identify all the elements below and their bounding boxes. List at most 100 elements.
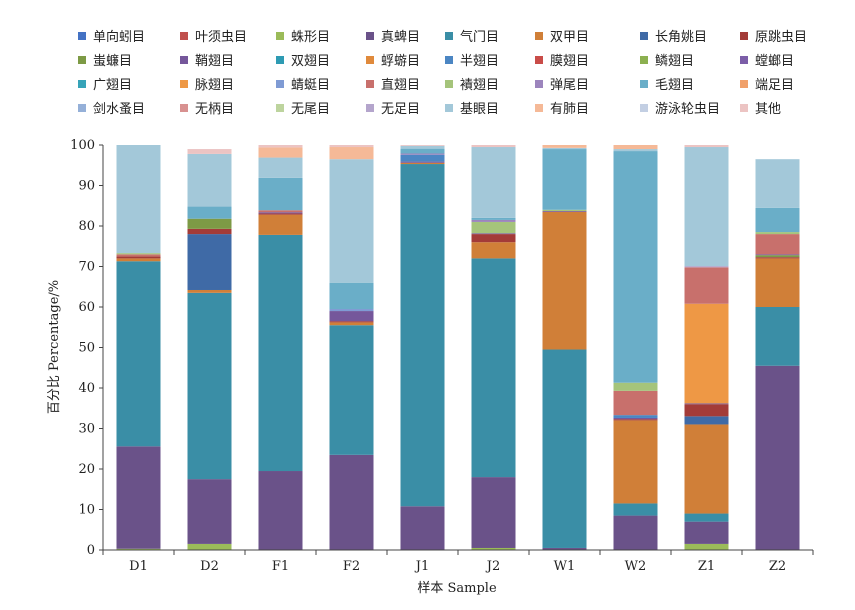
legend-label: 双甲目 (550, 30, 589, 45)
legend-swatch (78, 56, 86, 64)
y-tick-label: 70 (78, 260, 95, 275)
legend-label: 剑水蚤目 (93, 101, 145, 117)
bar-segment (258, 145, 303, 148)
bar-segment (613, 503, 658, 516)
y-tick-label: 0 (87, 543, 95, 558)
legend-label: 毛翅目 (655, 77, 694, 93)
bar-segment (684, 403, 729, 405)
x-tick-label: J2 (485, 559, 500, 574)
legend-label: 原跳虫目 (755, 30, 807, 45)
bar-segment (400, 145, 445, 149)
legend-item: 无尾目 (276, 102, 330, 117)
legend-label: 广翅目 (93, 77, 132, 93)
bar-segment (400, 154, 445, 162)
legend-swatch (740, 104, 748, 112)
legend-item: 鳞翅目 (640, 53, 694, 69)
legend-swatch (276, 104, 284, 112)
bar-segment (258, 212, 303, 214)
legend-swatch (445, 80, 453, 88)
legend-item: 毛翅目 (640, 77, 694, 93)
legend-label: 蛛形目 (291, 30, 330, 45)
legend-item: 气门目 (445, 29, 499, 45)
legend-label: 蜻蜓目 (291, 78, 330, 93)
bar-segment (187, 479, 232, 544)
bar-segment (613, 145, 658, 150)
legend-item: 有肺目 (535, 102, 589, 117)
bar-segment (684, 303, 729, 404)
legend-item: 脉翅目 (180, 77, 234, 93)
bar-segment (684, 147, 729, 267)
legend-swatch (78, 80, 86, 88)
bar-segment (755, 255, 800, 258)
legend-item: 单向蚓目 (78, 29, 145, 45)
bar-segment (471, 217, 516, 220)
y-tick-label: 100 (70, 138, 95, 153)
legend-label: 螳螂目 (755, 54, 794, 69)
bar-segment (755, 254, 800, 256)
bar-segment (684, 424, 729, 514)
legend-label: 单向蚓目 (93, 29, 145, 45)
bar-segment (187, 228, 232, 235)
bar-segment (471, 219, 516, 222)
y-tick-label: 10 (78, 503, 95, 518)
bar-segment (755, 365, 800, 550)
y-tick-label: 60 (78, 300, 95, 315)
bar-segment (684, 416, 729, 425)
bar-segment (329, 309, 374, 312)
bar-segment (755, 207, 800, 233)
bar-segment (187, 292, 232, 480)
legend-item: 游泳轮虫目 (640, 102, 720, 117)
bars-area (116, 145, 800, 550)
bar-segment (755, 234, 800, 255)
bar-segment (116, 254, 161, 257)
bar-segment (471, 234, 516, 243)
bar-segment (542, 145, 587, 148)
bar-segment (613, 515, 658, 550)
bar-segment (471, 233, 516, 235)
bar-segment (116, 446, 161, 549)
legend-label: 真蜱目 (381, 29, 420, 45)
legend-label: 基眼目 (460, 102, 499, 117)
x-tick-label: J1 (414, 559, 429, 574)
bar-segment (258, 177, 303, 211)
x-tick-label: Z2 (769, 559, 786, 574)
bar-segment (329, 159, 374, 283)
legend-label: 直翅目 (381, 77, 420, 93)
bar-segment (258, 471, 303, 550)
x-tick-label: D1 (129, 559, 148, 574)
legend-item: 剑水蚤目 (78, 101, 145, 117)
legend-swatch (78, 104, 86, 112)
legend-swatch (535, 32, 543, 40)
bar-stack (187, 149, 232, 550)
bar-segment (187, 153, 232, 207)
legend-swatch (445, 32, 453, 40)
bar-segment (684, 513, 729, 522)
x-tick-label: F2 (343, 559, 360, 574)
legend-item: 广翅目 (78, 77, 132, 93)
bar-segment (471, 477, 516, 548)
y-tick-label: 30 (78, 422, 95, 437)
legend-swatch (366, 80, 374, 88)
bar-segment (684, 521, 729, 544)
bar-segment (613, 419, 658, 421)
bar-segment (116, 256, 161, 259)
legend-item: 蜉蝣目 (366, 54, 420, 69)
legend-label: 双翅目 (291, 53, 330, 69)
legend-swatch (640, 104, 648, 112)
legend-label: 脉翅目 (195, 77, 234, 93)
legend-item: 弹尾目 (535, 78, 589, 93)
legend-item: 原跳虫目 (740, 30, 807, 45)
bar-segment (471, 221, 516, 234)
bar-segment (471, 258, 516, 478)
legend-label: 有肺目 (550, 102, 589, 117)
legend-swatch (276, 56, 284, 64)
bar-segment (329, 321, 374, 323)
bar-segment (116, 258, 161, 262)
bar-segment (542, 211, 587, 212)
legend-swatch (366, 32, 374, 40)
bar-stack (471, 145, 516, 550)
legend-item: 鞘翅目 (180, 53, 234, 69)
legend-item: 端足目 (740, 78, 794, 93)
bar-segment (755, 258, 800, 307)
legend-swatch (180, 80, 188, 88)
